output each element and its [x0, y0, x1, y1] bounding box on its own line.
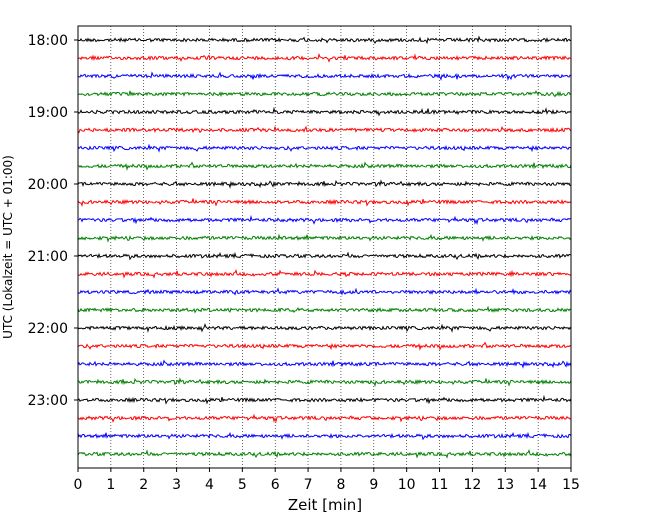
trace-layer: [77, 35, 572, 459]
trace-16: [77, 323, 572, 333]
trace-9: [77, 198, 572, 207]
trace-18: [77, 359, 572, 369]
trace-22: [77, 431, 572, 441]
y-tick-label-18:00: 18:00: [28, 33, 68, 49]
trace-14: [77, 287, 572, 296]
trace-3: [77, 90, 572, 98]
x-tick-label-9: 9: [369, 477, 378, 493]
y-tick-label-19:00: 19:00: [28, 105, 68, 121]
trace-21: [77, 413, 572, 424]
trace-7: [77, 161, 572, 172]
trace-2: [77, 71, 572, 81]
x-tick-label-3: 3: [172, 477, 181, 493]
y-tick-label-20:00: 20:00: [28, 177, 68, 193]
trace-0: [77, 35, 572, 45]
trace-11: [77, 233, 572, 243]
trace-13: [77, 269, 572, 279]
trace-19: [77, 377, 572, 387]
y-tick-label-21:00: 21:00: [28, 249, 68, 265]
y-tick-label-23:00: 23:00: [28, 393, 68, 409]
grid-lines: [110, 26, 539, 468]
x-tick-label-7: 7: [304, 477, 313, 493]
y-axis-ticks: 18:00 19:00 20:00 21:00 22:00 23:00: [28, 33, 78, 409]
trace-1: [77, 52, 572, 63]
y-tick-label-22:00: 22:00: [28, 321, 68, 337]
y-axis-label: UTC (Lokalzeit = UTC + 01:00): [1, 155, 15, 339]
x-axis-ticks: 0 1 2 3 4 5 6 7 8 9 10 11 12 13 14 15: [74, 468, 580, 493]
x-tick-label-4: 4: [205, 477, 214, 493]
trace-17: [77, 341, 572, 352]
x-tick-label-12: 12: [463, 477, 481, 493]
x-tick-label-2: 2: [139, 477, 148, 493]
x-tick-label-14: 14: [529, 477, 547, 493]
trace-20: [77, 394, 572, 405]
x-tick-label-15: 15: [562, 477, 580, 493]
x-tick-label-8: 8: [336, 477, 345, 493]
trace-6: [77, 143, 572, 153]
trace-12: [77, 251, 572, 261]
x-axis-label: Zeit [min]: [288, 496, 362, 514]
trace-15: [77, 305, 572, 314]
trace-8: [77, 179, 572, 189]
x-tick-label-5: 5: [238, 477, 247, 493]
trace-4: [77, 106, 572, 117]
x-tick-label-13: 13: [496, 477, 514, 493]
trace-5: [77, 125, 572, 134]
trace-10: [77, 214, 571, 226]
x-tick-label-0: 0: [74, 477, 83, 493]
x-tick-label-10: 10: [398, 477, 416, 493]
plot-frame: [77, 25, 572, 469]
x-tick-label-1: 1: [106, 477, 115, 493]
trace-23: [77, 449, 572, 459]
x-tick-label-11: 11: [431, 477, 449, 493]
x-tick-label-6: 6: [271, 477, 280, 493]
